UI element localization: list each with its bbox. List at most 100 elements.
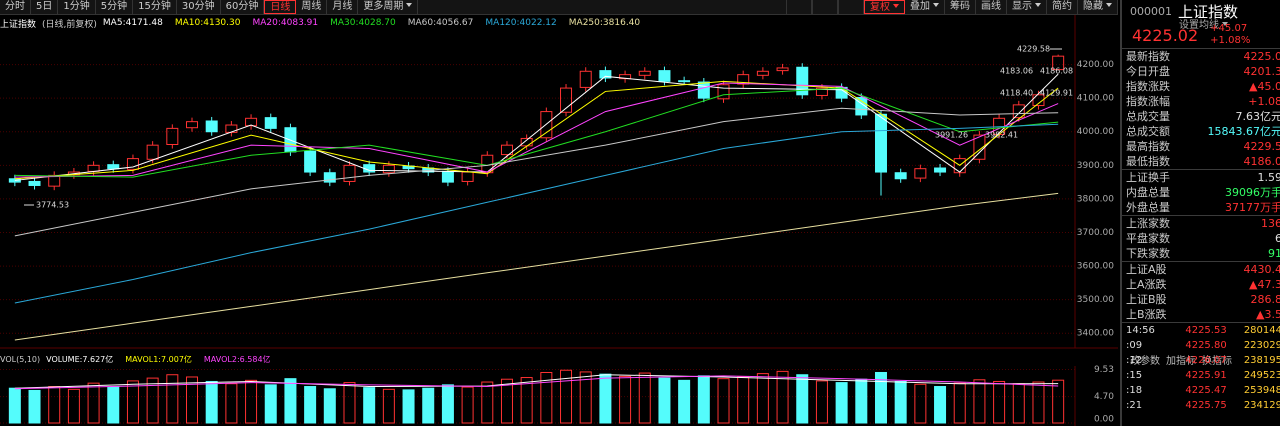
period-button[interactable]: 更多周期 (358, 0, 419, 14)
stat-value: ▲47.3 (1249, 278, 1280, 291)
candle-body (304, 150, 317, 173)
volume-bar (815, 380, 828, 424)
stat-value: 39096万手 (1225, 186, 1280, 199)
volume-bar (855, 378, 868, 424)
stat-label: 上证B股 (1126, 293, 1167, 306)
volume-tool[interactable]: 加指标 (1166, 356, 1196, 367)
ma-name: MA60 (408, 18, 436, 28)
stat-row: 内盘总量 39096万手 (1122, 185, 1280, 200)
ma-line (14, 87, 1059, 178)
period-button[interactable]: 15分钟 (133, 0, 177, 14)
stat-row: 最新指数 4225.0 (1122, 49, 1280, 64)
candle-body (658, 70, 671, 82)
volume-bar (8, 387, 21, 424)
volume-bar (67, 388, 80, 424)
stat-value: 37177万手 (1225, 201, 1280, 214)
period-button[interactable]: 1分钟 (58, 0, 96, 14)
stat-value: ▲45.0 (1249, 80, 1280, 93)
stat-label: 最高指数 (1126, 140, 1170, 153)
volume-bar (934, 386, 947, 424)
period-button[interactable]: 5日 (31, 0, 59, 14)
volume-bar (481, 381, 494, 424)
ma-name: MA250 (569, 18, 603, 28)
stat-group: 上证换手 1.59 内盘总量 39096万手 外盘总量 37177万手 (1122, 170, 1280, 216)
tool-button[interactable]: 叠加 (905, 0, 945, 14)
stock-code: 000001 (1130, 4, 1172, 18)
volume-bar (835, 382, 848, 424)
stat-label: 上B涨跌 (1126, 308, 1167, 321)
stat-row: 上B涨跌 ▲3.5 (1122, 307, 1280, 322)
volume-bar (599, 373, 612, 424)
candle-body (186, 121, 199, 129)
volume-tool[interactable]: 改参数 (1130, 356, 1160, 367)
stat-value: 1.59 (1257, 171, 1280, 184)
volume-bar (48, 386, 61, 424)
y-tick-label: 4200.00 (1077, 60, 1114, 70)
annotation: 3991.26 (935, 131, 968, 140)
period-button[interactable]: 30分钟 (177, 0, 221, 14)
period-button[interactable]: 分时 (0, 0, 31, 14)
tool-button[interactable]: 隐藏 (1078, 0, 1118, 14)
ma-line (14, 82, 1059, 178)
stat-row: 指数涨跌 ▲45.0 (1122, 79, 1280, 94)
candle-body (579, 70, 592, 88)
volume-tool[interactable]: 换指标 (1202, 356, 1232, 367)
volume-bar (186, 376, 199, 424)
tool-button[interactable]: 简约 (1047, 0, 1078, 14)
tool-button[interactable]: 显示 (1007, 0, 1047, 14)
stat-label: 上涨家数 (1126, 217, 1170, 230)
tick-price: 4225.75 (1185, 400, 1227, 411)
tick-row: 14:56 4225.53 280144 (1122, 323, 1280, 338)
ma-line (14, 123, 1059, 304)
ma-value: 4171.48 (125, 18, 163, 28)
tool-button[interactable]: 复权 (864, 0, 905, 14)
candle-body (461, 171, 474, 182)
icon-button[interactable] (838, 0, 864, 14)
candle-body (560, 87, 573, 113)
stat-label: 上A涨跌 (1126, 278, 1167, 291)
stat-label: 下跌家数 (1126, 247, 1170, 260)
icon-button[interactable] (786, 0, 812, 14)
stat-value: 136 (1261, 217, 1280, 230)
stat-row: 上A涨跌 ▲47.3 (1122, 277, 1280, 292)
toolbar: 分时 5日 1分钟 5分钟 15分钟 30分钟 60分钟 日线 周线 月线 更多周期 复权 叠加 筹码 画线… (0, 0, 1118, 15)
stat-value: 4186.0 (1243, 155, 1280, 168)
tick-time: 14:56 (1126, 325, 1155, 336)
stat-label: 上证A股 (1126, 263, 1167, 276)
change: +45.07 (1210, 23, 1248, 34)
price: 4225.02 (1132, 25, 1199, 45)
period-button[interactable]: 月线 (327, 0, 359, 14)
candle-body (441, 170, 454, 183)
period-button[interactable]: 周线 (296, 0, 328, 14)
tool-button[interactable]: 筹码 (945, 0, 976, 14)
tick-price: 4225.80 (1185, 340, 1227, 351)
tool-button[interactable]: 画线 (976, 0, 1007, 14)
volume-bar (619, 375, 632, 424)
ma-value: 4130.30 (203, 18, 241, 28)
volume-bar (28, 389, 41, 424)
candle-body (835, 86, 848, 99)
tick-row: :12 4226.07 238195 (1122, 353, 1280, 368)
volume-bar (245, 379, 258, 424)
period-button[interactable]: 5分钟 (96, 0, 134, 14)
icon-button[interactable] (812, 0, 838, 14)
stat-value: 15843.67亿元 (1207, 125, 1280, 138)
ma-legend: MA604056.67 (408, 18, 480, 28)
tick-time: :15 (1126, 370, 1143, 381)
series-value: 6.584亿 (239, 354, 271, 364)
ma-name: MA10 (175, 18, 203, 28)
y-tick-label: 9.53 (1094, 365, 1114, 375)
tick-price: 4226.07 (1185, 355, 1227, 366)
candle-body (107, 164, 120, 170)
ma-name: MA20 (252, 18, 280, 28)
tick-row: :21 4225.75 234129 (1122, 398, 1280, 413)
ma-setting[interactable]: 设置均线 (1179, 16, 1228, 31)
period-button[interactable]: 60分钟 (221, 0, 265, 14)
stat-label: 最低指数 (1126, 155, 1170, 168)
quote-panel: 000001 上证指数 4225.02 +45.07 +1.08% 最新指数 42… (1120, 0, 1280, 426)
period-button[interactable]: 日线 (264, 0, 297, 14)
stock-name: 上证指数 (1178, 2, 1239, 21)
volume-bar (579, 371, 592, 424)
volume-bar (756, 373, 769, 424)
